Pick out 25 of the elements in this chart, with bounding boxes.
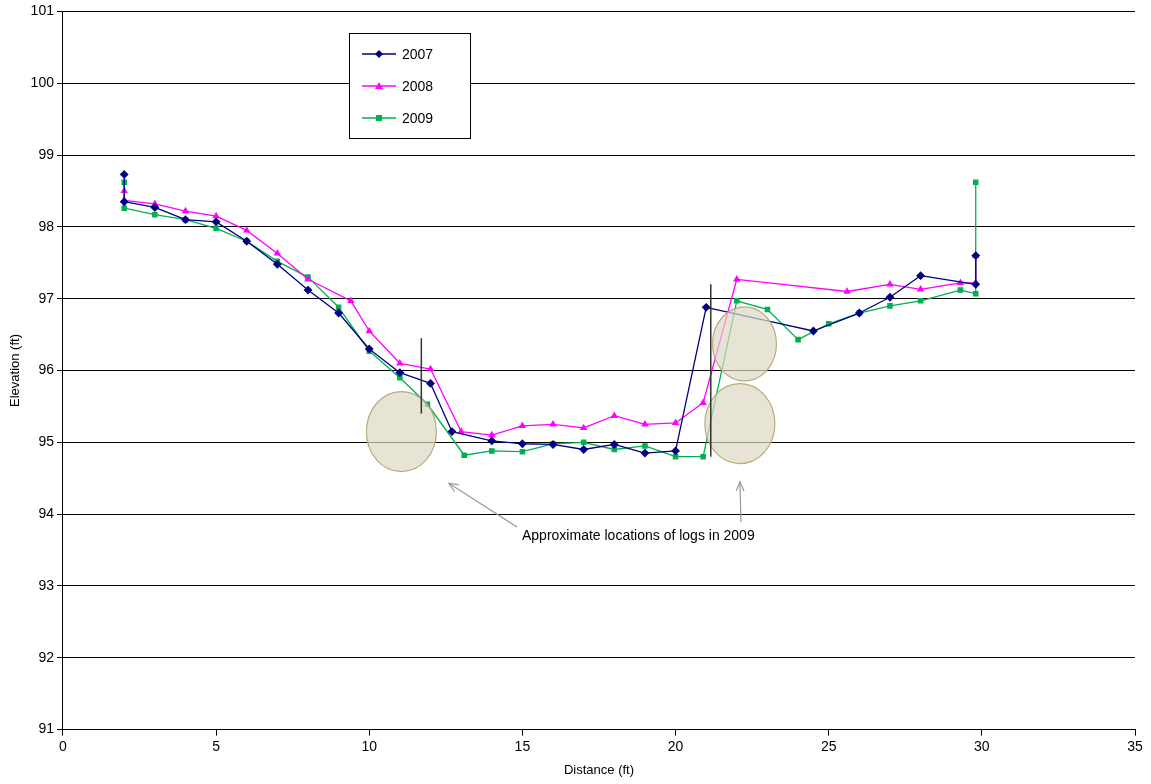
y-tick-label: 94 [38,505,55,521]
x-tick-label: 30 [974,737,990,754]
legend-label: 2007 [402,46,434,62]
y-tick-label: 91 [38,720,55,737]
annotation: Approximate locations of logs in 2009 [522,527,755,543]
y-axis-title: Elevation (ft) [7,334,23,407]
y-tick-label: 95 [38,433,55,450]
y-tick-label: 98 [38,217,55,234]
y-tick-label: 96 [38,361,55,378]
y-tick-label: 100 [30,74,55,91]
legend-label: 2009 [402,110,434,126]
y-tick-label: 92 [38,648,55,665]
y-tick-label: 97 [38,289,55,306]
x-axis-title: Distance (ft) [563,761,635,777]
x-tick-label: 10 [361,737,378,754]
x-tick-label: 5 [212,737,221,754]
x-tick-label: 35 [1127,737,1143,754]
y-tick-label: 101 [30,2,55,19]
y-tick-label: 99 [38,145,55,162]
x-tick-label: 15 [514,737,531,754]
x-tick-label: 20 [667,737,684,754]
legend-label: 2008 [402,78,434,94]
x-tick-label: 25 [820,737,837,754]
x-tick-label: 0 [59,737,68,754]
y-tick-label: 93 [38,576,55,593]
